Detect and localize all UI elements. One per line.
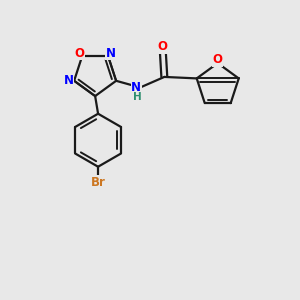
Text: N: N xyxy=(106,47,116,60)
Text: O: O xyxy=(74,47,84,60)
Text: O: O xyxy=(213,53,223,66)
Text: N: N xyxy=(64,74,74,87)
Text: Br: Br xyxy=(91,176,106,188)
Text: H: H xyxy=(133,92,142,102)
Text: N: N xyxy=(131,81,141,94)
Text: O: O xyxy=(158,40,168,53)
